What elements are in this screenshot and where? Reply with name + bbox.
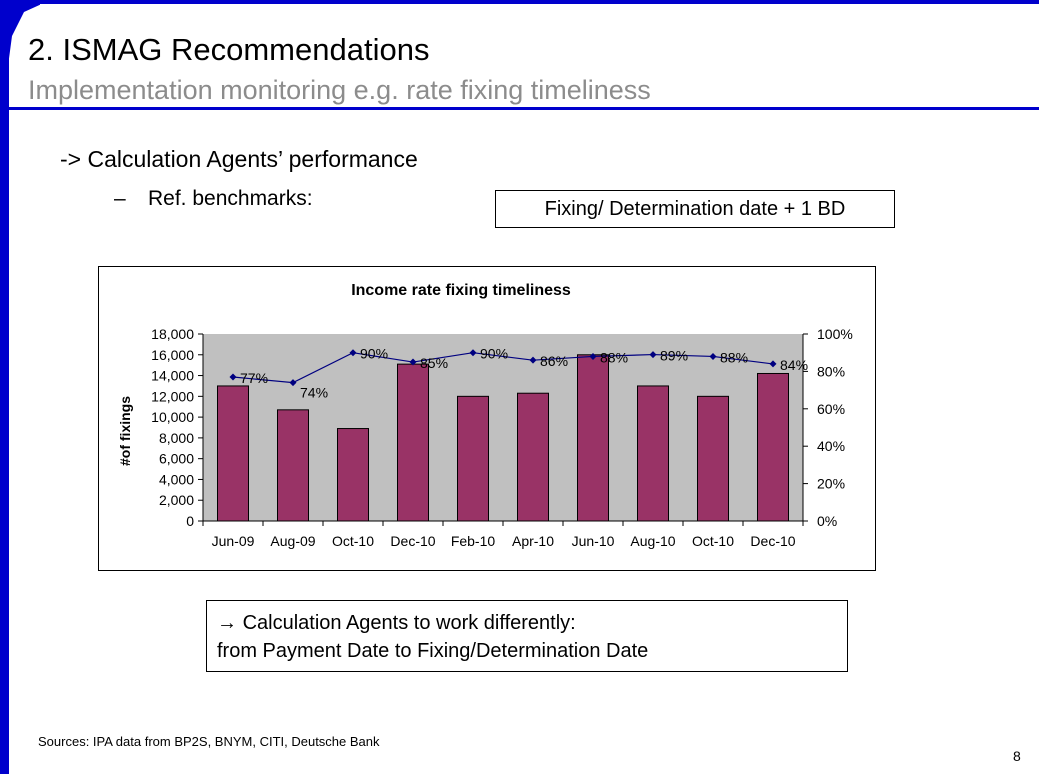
data-label: 88% [600,349,628,365]
bullet-ref-benchmarks: – Ref. benchmarks: [114,187,313,211]
bar [397,363,429,522]
y-tick-label: 16,000 [151,347,194,363]
top-accent-line [20,0,1039,4]
benchmark-box: Fixing/ Determination date + 1 BD [495,190,895,228]
y-tick-label: 14,000 [151,368,194,384]
left-accent-bar [0,0,9,774]
timeliness-point [349,349,357,357]
y-tick-label: 8,000 [159,430,194,446]
timeliness-point [769,360,777,368]
x-tick-label: Dec-10 [750,533,795,549]
page-number: 8 [1013,748,1021,764]
timeliness-point [529,356,537,364]
timeliness-point [709,352,717,360]
bar [217,385,249,522]
data-label: 90% [480,346,508,362]
data-label: 85% [420,355,448,371]
conclusion-line-1-text: Calculation Agents to work differently: [242,612,576,634]
bullet-calculation-agents: -> Calculation Agents’ performance [60,146,418,172]
bar [277,409,309,522]
bullet-dash: – [114,187,126,210]
bullet-ref-benchmarks-label: Ref. benchmarks: [148,187,313,210]
income-rate-chart: Income rate fixing timeliness #of fixing… [117,282,853,549]
slide-subtitle: Implementation monitoring e.g. rate fixi… [28,75,651,105]
x-tick-label: Aug-10 [630,533,675,549]
y-tick-label: 18,000 [151,326,194,342]
timeliness-point [409,358,417,366]
bar [637,385,669,522]
y-tick-label: 10,000 [151,409,194,425]
y-tick-label: 12,000 [151,388,194,404]
y-tick-label: 4,000 [159,471,194,487]
bar [757,372,789,522]
y-tick-label: 2,000 [159,492,194,508]
sources-footnote: Sources: IPA data from BP2S, BNYM, CITI,… [38,734,380,749]
y2-tick-label: 0% [817,513,837,529]
benchmark-box-text: Fixing/ Determination date + 1 BD [544,197,846,220]
bar [577,354,609,522]
y2-tick-label: 40% [817,438,845,454]
timeliness-point [229,373,237,381]
y-axis-label: #of fixings [117,396,133,466]
right-arrow-icon: → [217,612,237,634]
x-tick-label: Apr-10 [512,533,554,549]
timeliness-point [289,379,297,387]
y2-tick-label: 20% [817,476,845,492]
data-label: 88% [720,349,748,365]
bar [337,428,369,522]
data-label: 89% [660,348,688,364]
title-underline [9,107,1039,110]
y2-tick-label: 100% [817,326,853,342]
bar [517,392,549,522]
x-tick-label: Dec-10 [390,533,435,549]
conclusion-line-2: from Payment Date to Fixing/Determinatio… [217,640,649,662]
timeliness-line [232,352,774,384]
x-tick-label: Oct-10 [692,533,734,549]
x-tick-label: Feb-10 [451,533,496,549]
data-label: 74% [300,385,328,401]
chart-frame: Income rate fixing timeliness #of fixing… [98,266,876,571]
x-tick-label: Jun-10 [572,533,615,549]
x-tick-label: Oct-10 [332,533,374,549]
timeliness-point [589,352,597,360]
x-tick-label: Aug-09 [270,533,315,549]
y2-tick-label: 80% [817,363,845,379]
x-tick-label: Jun-09 [212,533,255,549]
bar [457,395,489,522]
conclusion-box: → Calculation Agents to work differently… [206,600,848,672]
data-label: 84% [780,357,808,373]
data-label: 86% [540,353,568,369]
slide-title: 2. ISMAG Recommendations [28,32,430,67]
y2-tick-label: 60% [817,401,845,417]
timeliness-point [469,349,477,357]
timeliness-point [649,351,657,359]
data-label: 77% [240,370,268,386]
y-tick-label: 0 [186,513,194,529]
data-label: 90% [360,346,388,362]
bar [697,395,729,522]
y-tick-label: 6,000 [159,451,194,467]
chart-title: Income rate fixing timeliness [351,282,571,299]
conclusion-line-1: → Calculation Agents to work differently… [217,609,837,637]
